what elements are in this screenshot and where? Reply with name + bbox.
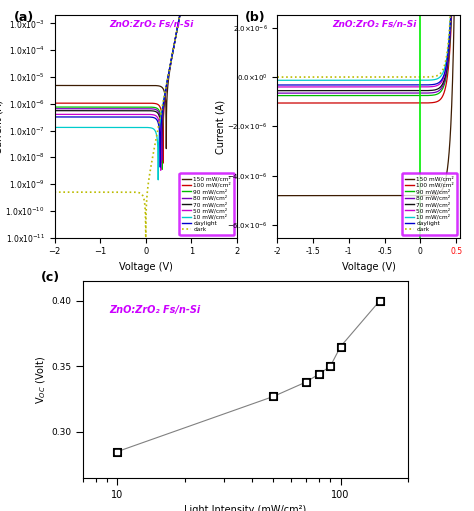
Point (302, 378, 310, 386)
Point (315, 370, 323, 378)
Point (315, 370, 323, 378)
Point (270, 392, 277, 401)
Point (270, 392, 277, 401)
Y-axis label: Current (A): Current (A) (215, 100, 226, 153)
Y-axis label: V$_{OC}$ (Volt): V$_{OC}$ (Volt) (35, 355, 48, 404)
Text: (b): (b) (245, 11, 265, 24)
Point (114, 448, 121, 456)
Text: ZnO:ZrO₂ Fs/n-Si: ZnO:ZrO₂ Fs/n-Si (332, 20, 417, 29)
Text: (c): (c) (41, 271, 60, 284)
X-axis label: Light Intensity (mW/cm²): Light Intensity (mW/cm²) (184, 505, 306, 511)
Legend: 150 mW/cm², 100 mW/cm², 90 mW/cm², 80 mW/cm², 70 mW/cm², 50 mW/cm², 10 mW/cm², d: 150 mW/cm², 100 mW/cm², 90 mW/cm², 80 mW… (180, 173, 234, 235)
Point (337, 342, 344, 351)
Point (337, 342, 344, 351)
Point (376, 296, 383, 305)
Legend: 150 mW/cm², 100 mW/cm², 90 mW/cm², 80 mW/cm², 70 mW/cm², 50 mW/cm², 10 mW/cm², d: 150 mW/cm², 100 mW/cm², 90 mW/cm², 80 mW… (402, 173, 457, 235)
X-axis label: Voltage (V): Voltage (V) (119, 262, 173, 272)
Point (327, 362, 334, 370)
Text: (a): (a) (14, 11, 35, 24)
Text: ZnO:ZrO₂ Fs/n-Si: ZnO:ZrO₂ Fs/n-Si (109, 20, 194, 29)
Point (302, 378, 310, 386)
Point (376, 296, 383, 305)
Y-axis label: Current (A): Current (A) (0, 100, 4, 153)
X-axis label: Voltage (V): Voltage (V) (342, 262, 395, 272)
Point (327, 362, 334, 370)
Text: ZnO:ZrO₂ Fs/n-Si: ZnO:ZrO₂ Fs/n-Si (109, 305, 200, 315)
Point (114, 448, 121, 456)
